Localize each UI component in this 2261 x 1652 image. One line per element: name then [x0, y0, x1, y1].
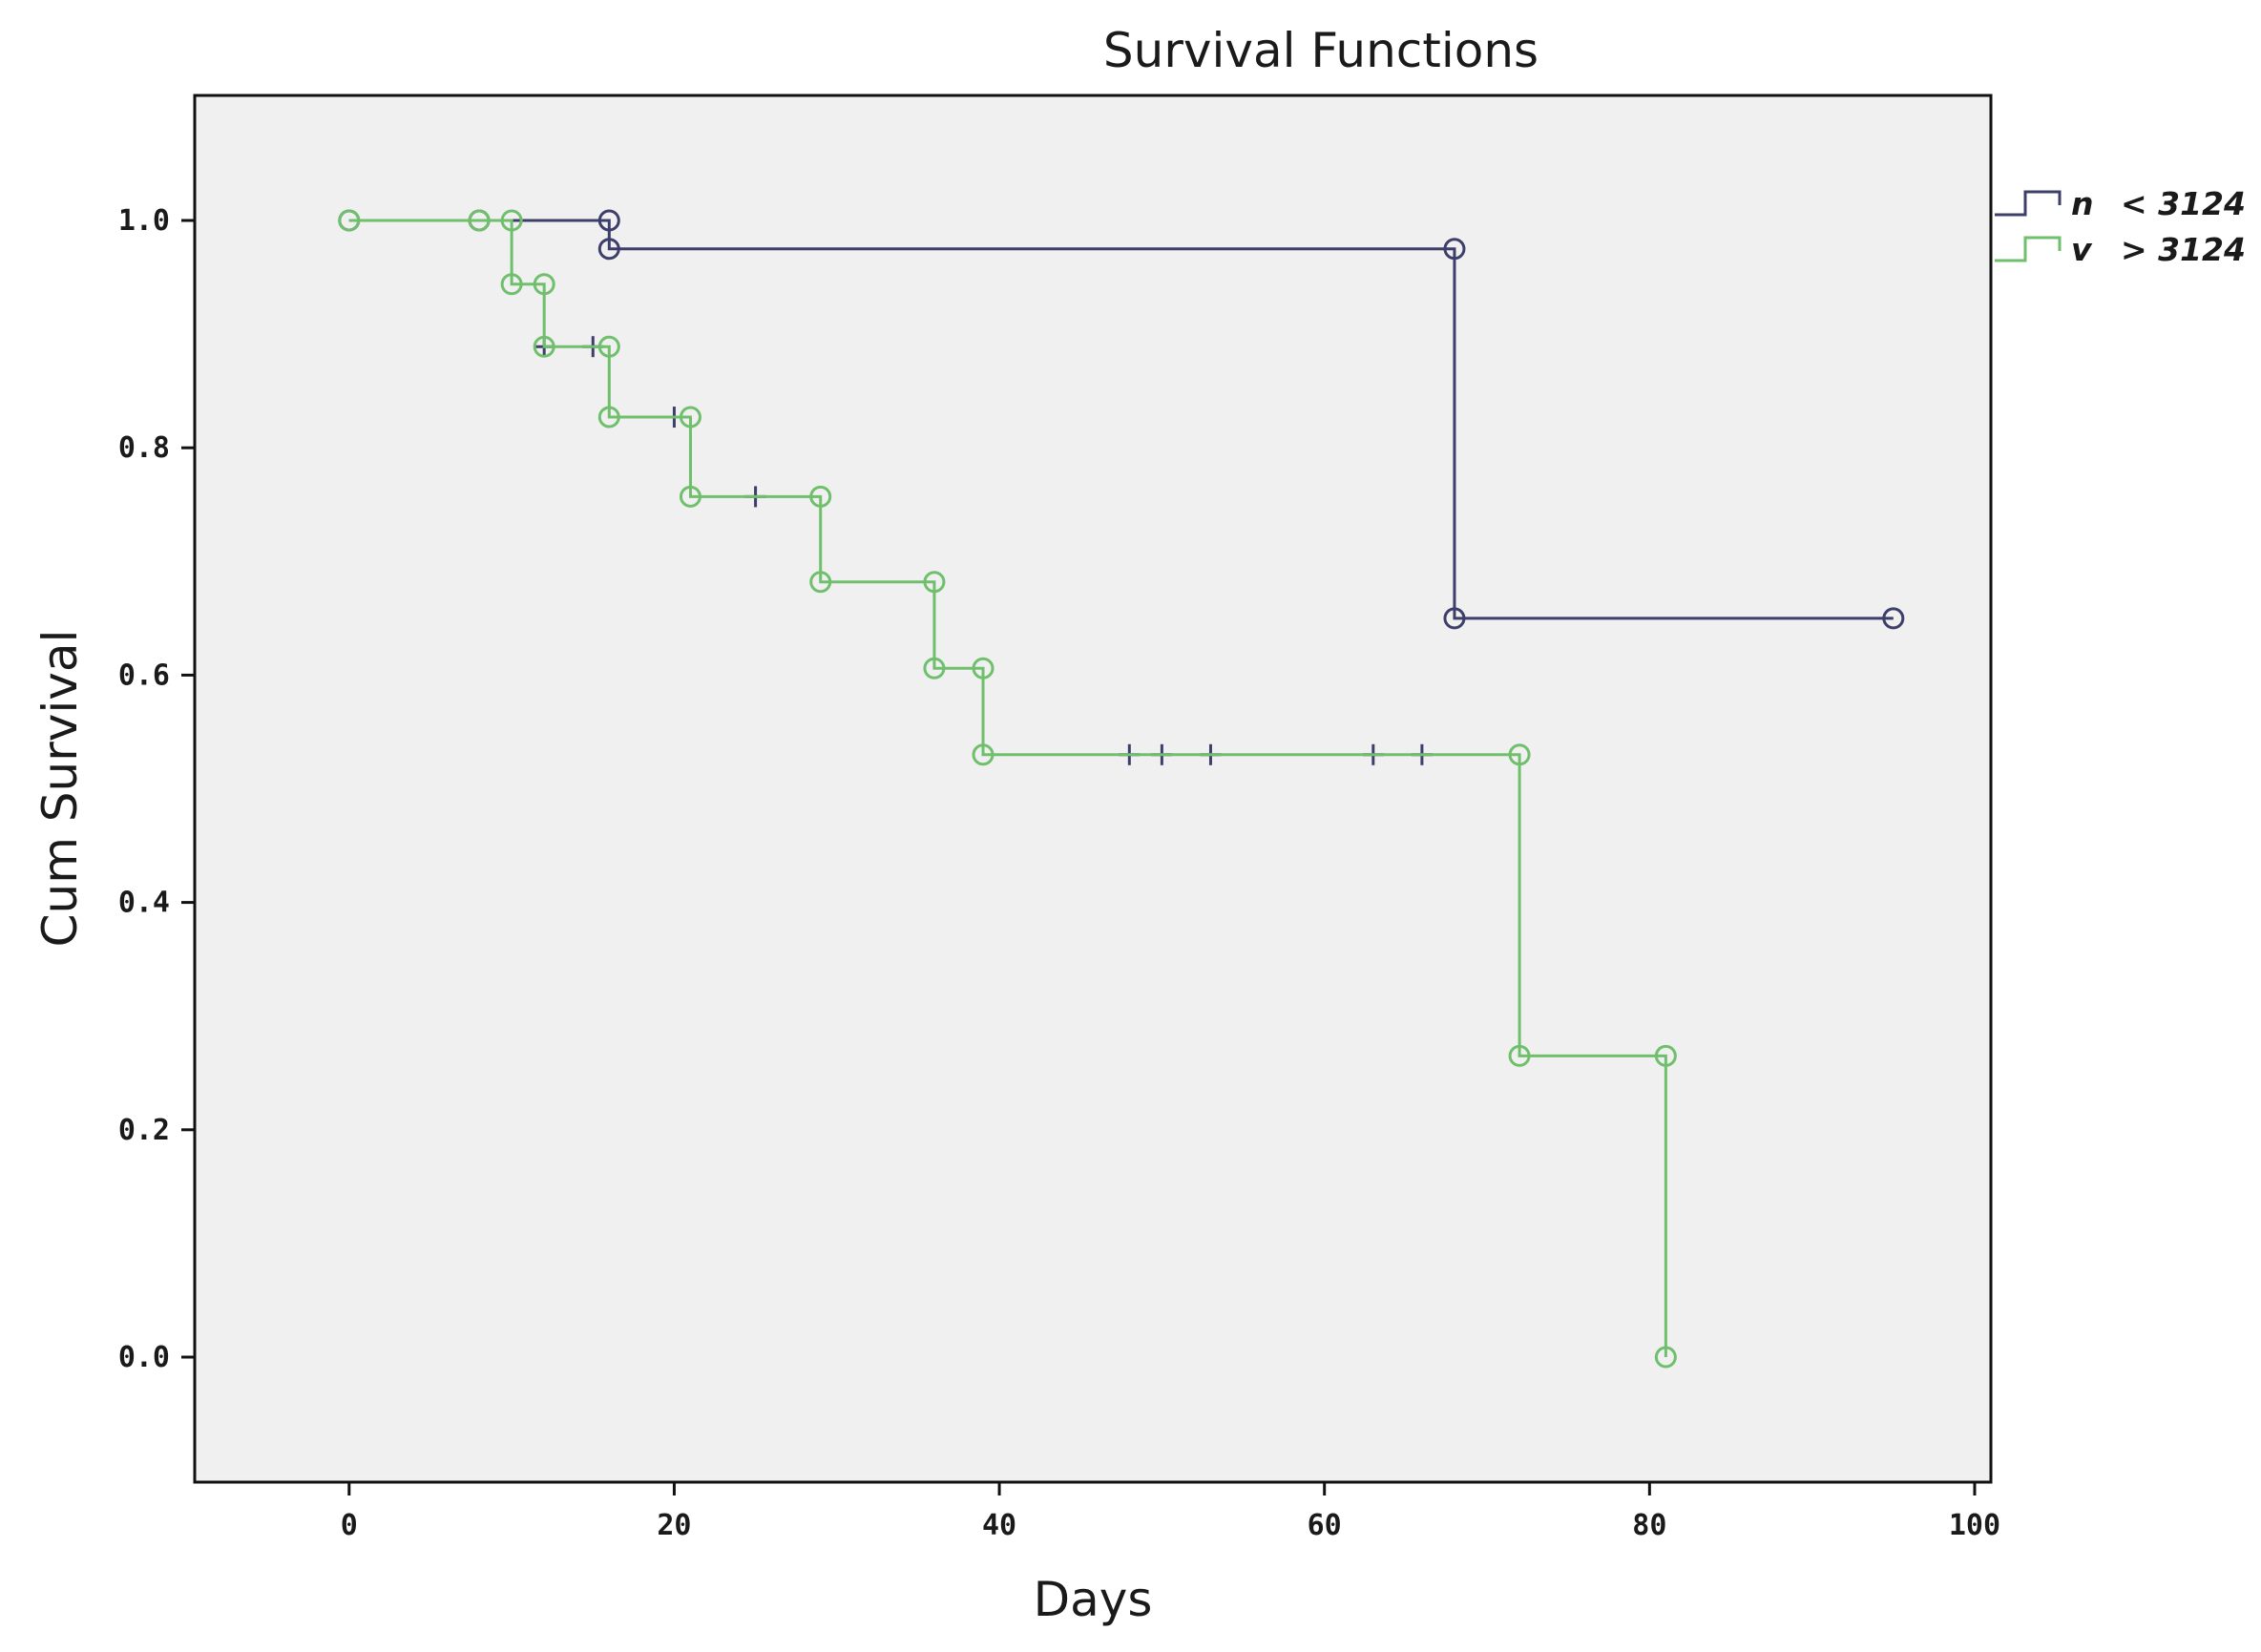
y-axis-label: Cum Survival [32, 630, 88, 948]
x-tick-label: 100 [1949, 1509, 2000, 1542]
legend-code: v [2071, 231, 2093, 268]
event-marker [1508, 1044, 1531, 1067]
legend-step-icon [1995, 190, 2062, 217]
event-marker [972, 743, 994, 766]
x-tick-label: 0 [341, 1509, 358, 1542]
series-layer [338, 209, 1905, 1369]
legend: n < 3124 v > 3124 [1995, 185, 2246, 268]
x-tick-label: 20 [657, 1509, 691, 1542]
y-tick-label: 0.8 [118, 431, 170, 465]
event-marker [1443, 238, 1466, 261]
x-axis-ticks: 0 20 40 60 80 100 [341, 1482, 2000, 1542]
legend-item-v: v > 3124 [1995, 231, 2246, 268]
event-marker [679, 485, 701, 508]
x-tick-label: 40 [982, 1509, 1016, 1542]
event-marker [1508, 743, 1531, 766]
legend-code: n [2071, 185, 2094, 222]
y-tick-label: 1.0 [118, 204, 170, 238]
event-marker [679, 406, 701, 429]
legend-step-icon [1995, 236, 2062, 262]
event-marker [1654, 1044, 1677, 1067]
survival-line-n [348, 219, 1894, 620]
y-tick-label: 0.4 [118, 887, 170, 920]
y-axis-ticks: 0.0 0.2 0.4 0.6 0.8 1.0 [118, 204, 195, 1374]
event-marker [533, 273, 555, 296]
event-marker [597, 209, 620, 232]
chart-title: Survival Functions [1103, 23, 1539, 78]
event-marker [500, 273, 523, 296]
event-marker [1443, 607, 1466, 630]
event-marker [597, 406, 620, 429]
event-marker [1882, 607, 1905, 630]
event-marker [809, 485, 832, 508]
event-marker [500, 209, 523, 232]
event-marker [972, 657, 994, 680]
plot-background [193, 94, 1993, 1484]
x-tick-label: 80 [1632, 1509, 1666, 1542]
survival-line-v [348, 219, 1667, 1357]
y-tick-label: 0.2 [118, 1114, 170, 1147]
series-v [338, 209, 1677, 1369]
event-marker [468, 209, 491, 232]
legend-label: < 3124 [2121, 185, 2246, 222]
event-marker [533, 335, 555, 358]
event-marker [597, 238, 620, 261]
event-marker [809, 571, 832, 594]
event-marker [1654, 1346, 1677, 1369]
event-marker [338, 209, 361, 232]
event-marker [597, 335, 620, 358]
legend-label: > 3124 [2121, 231, 2246, 268]
x-tick-label: 60 [1308, 1509, 1342, 1542]
event-marker [923, 657, 946, 680]
y-tick-label: 0.0 [118, 1341, 170, 1374]
x-axis-label: Days [1034, 1572, 1153, 1627]
y-tick-label: 0.6 [118, 659, 170, 692]
event-marker [923, 571, 946, 594]
legend-item-n: n < 3124 [1995, 185, 2246, 222]
